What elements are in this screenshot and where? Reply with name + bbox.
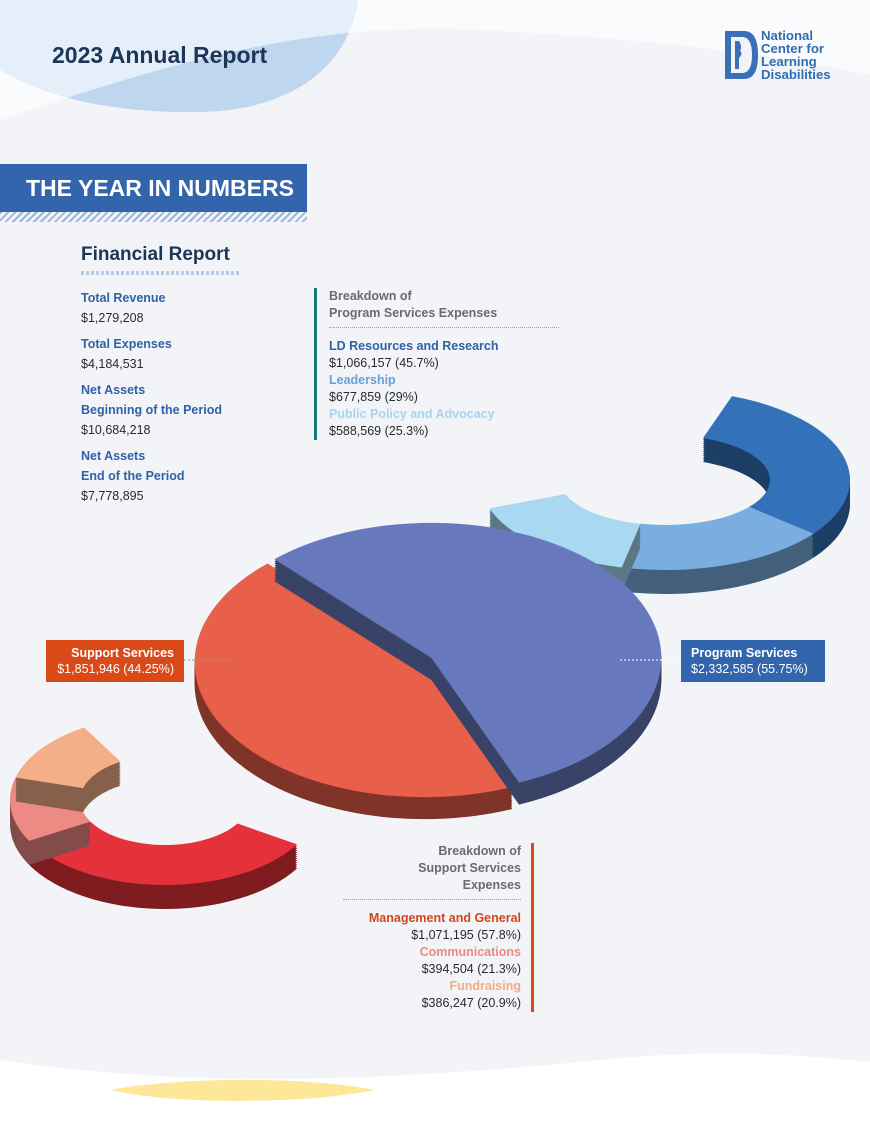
total-revenue-label: Total Revenue [81, 291, 166, 305]
legend-label: Fundraising [449, 979, 521, 993]
program-breakdown-heading: Program Services Expenses [329, 306, 498, 320]
legend-label: Public Policy and Advocacy [329, 407, 495, 421]
public-policy-slice [489, 494, 641, 568]
logo-text: National Center for Learning Disabilitie… [761, 29, 831, 81]
net-assets-end-label: Net Assets [81, 449, 146, 463]
logo-line: Center for [761, 41, 825, 56]
total-expenses-label: Total Expenses [81, 337, 172, 351]
support-breakdown-heading: Support Services [418, 861, 521, 875]
support-breakdown-legend: Breakdown of Support Services Expenses M… [343, 843, 534, 1012]
divider [343, 899, 521, 900]
net-assets-end-value: $7,778,895 [81, 489, 144, 503]
support-breakdown-heading: Expenses [462, 878, 521, 892]
total-expenses-value: $4,184,531 [81, 357, 144, 371]
program-breakdown-donut [489, 396, 850, 594]
legend-value: $394,504 (21.3%) [421, 962, 521, 976]
section-banner: THE YEAR IN NUMBERS [0, 164, 307, 212]
program-breakdown-heading: Breakdown of [329, 289, 412, 303]
legend-value: $386,247 (20.9%) [421, 996, 521, 1010]
financial-report-title: Financial Report [81, 244, 230, 265]
total-revenue-value: $1,279,208 [81, 311, 144, 325]
net-assets-begin-sublabel: Beginning of the Period [81, 403, 222, 417]
logo-mark-icon [725, 31, 758, 79]
net-assets-begin-value: $10,684,218 [81, 423, 151, 437]
divider [329, 327, 559, 328]
legend-label: LD Resources and Research [329, 339, 499, 353]
support-breakdown-donut [9, 727, 298, 909]
leadership-slice [621, 506, 814, 570]
legend-value: $1,071,195 (57.8%) [411, 928, 521, 942]
financial-summary: Total Revenue $1,279,208 Total Expenses … [81, 288, 301, 512]
support-services-value: $1,851,946 (44.25%) [57, 662, 174, 676]
support-services-tag: Support Services $1,851,946 (44.25%) [46, 640, 184, 682]
footer-wave-white [0, 1053, 870, 1129]
ld-resources-slice [703, 396, 850, 534]
support-services-slice [194, 563, 513, 798]
program-breakdown-legend: Breakdown of Program Services Expenses L… [314, 288, 559, 440]
net-assets-end-sublabel: End of the Period [81, 469, 185, 483]
support-breakdown-heading: Breakdown of [438, 844, 521, 858]
fundraising-slice [15, 727, 121, 789]
logo-line: National [761, 28, 814, 43]
management-general-slice [29, 821, 298, 885]
legend-label: Communications [419, 945, 521, 959]
top-right-wave [0, 0, 870, 120]
logo-line: Learning [761, 54, 817, 69]
program-services-tag: Program Services $2,332,585 (55.75%) [681, 640, 825, 682]
support-services-label: Support Services [71, 646, 174, 660]
program-services-slice [274, 522, 662, 783]
legend-label: Leadership [329, 373, 396, 387]
legend-value: $588,569 (25.3%) [329, 424, 429, 438]
footer-wave-yellow [110, 1079, 375, 1101]
net-assets-begin-label: Net Assets [81, 383, 146, 397]
report-title: 2023 Annual Report [52, 42, 268, 68]
main-expenses-pie [194, 522, 662, 820]
legend-value: $1,066,157 (45.7%) [329, 356, 439, 370]
program-services-value: $2,332,585 (55.75%) [691, 662, 808, 676]
legend-value: $677,859 (29%) [329, 390, 418, 404]
organization-logo: National Center for Learning Disabilitie… [722, 28, 852, 86]
legend-label: Management and General [368, 911, 521, 925]
logo-line: Disabilities [761, 67, 831, 82]
financial-report-underline [81, 271, 241, 275]
banner-hatch [0, 212, 307, 222]
program-services-label: Program Services [691, 646, 798, 660]
